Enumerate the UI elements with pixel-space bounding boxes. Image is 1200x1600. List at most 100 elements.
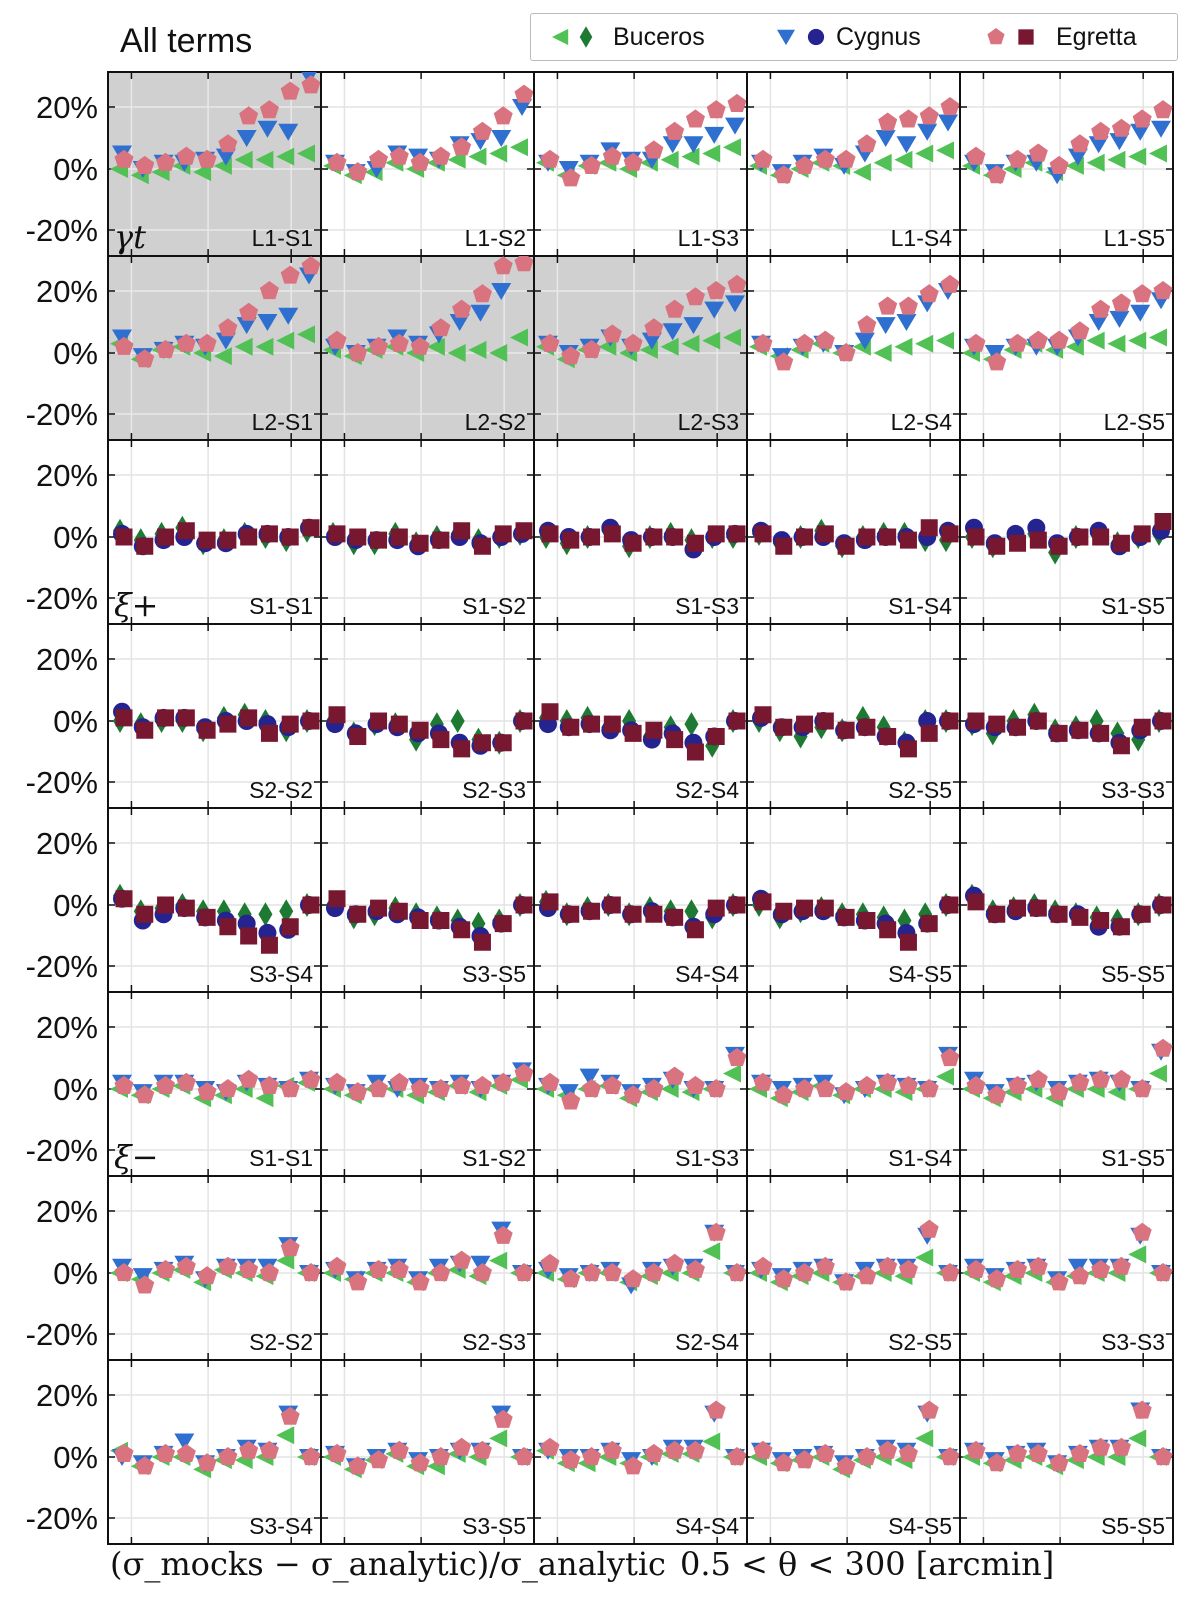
data-point-egretta: [707, 728, 725, 745]
data-point-egretta: [623, 1085, 643, 1104]
data-point-egretta: [452, 137, 472, 156]
legend-entry-cygnus: Cygnus: [777, 23, 921, 51]
data-point-egretta: [987, 1453, 1007, 1472]
data-point-egretta: [899, 531, 917, 549]
data-point-cygnus: [512, 99, 532, 116]
panel-label: L1-S5: [1104, 225, 1165, 251]
data-point-cygnus: [491, 283, 512, 300]
panel: L1-S3: [533, 71, 748, 257]
data-point-egretta: [857, 1075, 877, 1094]
panel-label: S1-S1: [249, 593, 313, 619]
data-point-egretta: [727, 1447, 747, 1466]
data-point-egretta: [348, 1082, 368, 1101]
data-point-egretta: [156, 1075, 176, 1094]
data-point-cygnus: [215, 332, 236, 350]
data-point-egretta: [815, 1443, 835, 1462]
data-point-egretta: [645, 721, 663, 739]
panel: S2-S4: [533, 623, 748, 809]
data-point-cygnus: [491, 130, 512, 147]
data-point-egretta: [940, 274, 960, 293]
data-point-egretta: [1132, 284, 1152, 303]
data-point-egretta: [432, 531, 450, 549]
data-point-egretta: [239, 1069, 259, 1088]
data-point-egretta: [1154, 513, 1172, 530]
panel-label: L2-S4: [891, 409, 953, 435]
markers: [113, 515, 320, 556]
data-point-egretta: [583, 528, 601, 546]
y-tick-label: 20%: [36, 1378, 98, 1413]
data-point-egretta: [135, 1456, 155, 1475]
panel-background: [747, 1176, 960, 1360]
data-point-buceros: [1128, 331, 1147, 350]
data-point-egretta: [727, 93, 747, 112]
data-point-cygnus: [683, 317, 704, 335]
data-point-egretta: [967, 712, 985, 730]
markers: [539, 889, 746, 939]
data-point-egretta: [1009, 899, 1027, 917]
panel-label: L1-S2: [465, 225, 526, 251]
data-point-buceros: [234, 150, 253, 169]
data-point-egretta: [197, 333, 217, 352]
data-point-egretta: [1111, 118, 1131, 137]
data-point-egretta: [370, 712, 388, 730]
panel-label: S1-S1: [249, 1145, 313, 1171]
data-point-egretta: [1029, 531, 1047, 549]
data-point-egretta: [177, 709, 195, 727]
data-point-egretta: [431, 1263, 451, 1282]
data-point-egretta: [562, 718, 580, 736]
data-point-egretta: [561, 168, 581, 187]
markers: [536, 93, 747, 187]
markers: [326, 521, 533, 556]
panel-label: S1-S2: [462, 1145, 526, 1171]
data-point-egretta: [176, 1256, 196, 1275]
y-tick-label: 0%: [53, 520, 98, 555]
data-point-cygnus: [558, 161, 579, 178]
data-point-egretta: [281, 528, 299, 546]
panel-background: [321, 624, 534, 808]
data-point-egretta: [1008, 1443, 1028, 1462]
data-point-cygnus: [854, 332, 875, 350]
panel-label: S5-S5: [1101, 961, 1165, 987]
data-point-egretta: [919, 1400, 939, 1419]
row-symbol: γt: [114, 218, 146, 256]
panel: S1-S2: [320, 439, 535, 625]
data-point-egretta: [561, 1269, 581, 1288]
data-point-cygnus: [1088, 314, 1109, 331]
markers: [110, 256, 321, 369]
data-point-egretta: [774, 1453, 794, 1472]
data-point-egretta: [1070, 321, 1090, 340]
data-point-buceros: [702, 144, 721, 163]
data-point-egretta: [879, 728, 897, 745]
data-point-egretta: [540, 1437, 560, 1456]
data-point-buceros: [852, 163, 871, 182]
panel-background: [108, 256, 321, 440]
data-point-egretta: [540, 333, 560, 352]
data-point-egretta: [1153, 1038, 1173, 1057]
data-point-egretta: [540, 1253, 560, 1272]
data-point-egretta: [197, 1453, 217, 1472]
data-point-egretta: [411, 912, 429, 929]
data-point-egretta: [197, 149, 217, 168]
data-point-egretta: [219, 715, 237, 733]
data-point-cygnus: [683, 136, 704, 154]
data-point-buceros: [510, 138, 528, 157]
panel-label: S1-S3: [675, 593, 739, 619]
markers: [326, 890, 533, 951]
legend-marker: [777, 29, 795, 46]
data-point-egretta: [349, 728, 367, 745]
data-point-egretta: [452, 299, 472, 318]
panel: L1-S1 γt: [107, 71, 322, 257]
x-axis-label-left: (σ_mocks − σ_analytic)/σ_analytic: [110, 1545, 666, 1583]
data-point-cygnus: [132, 1268, 153, 1286]
data-point-egretta: [857, 1447, 877, 1466]
data-point-egretta: [1153, 100, 1173, 119]
data-point-egretta: [815, 1256, 835, 1275]
panel-frame: [959, 1359, 1174, 1545]
panel-background: [960, 1176, 1173, 1360]
data-point-egretta: [431, 146, 451, 165]
data-point-egretta: [280, 81, 300, 100]
data-point-cygnus: [725, 295, 745, 313]
panel: S1-S3: [533, 991, 748, 1177]
panel: L2-S3: [533, 255, 748, 441]
panel-background: [534, 1176, 747, 1360]
